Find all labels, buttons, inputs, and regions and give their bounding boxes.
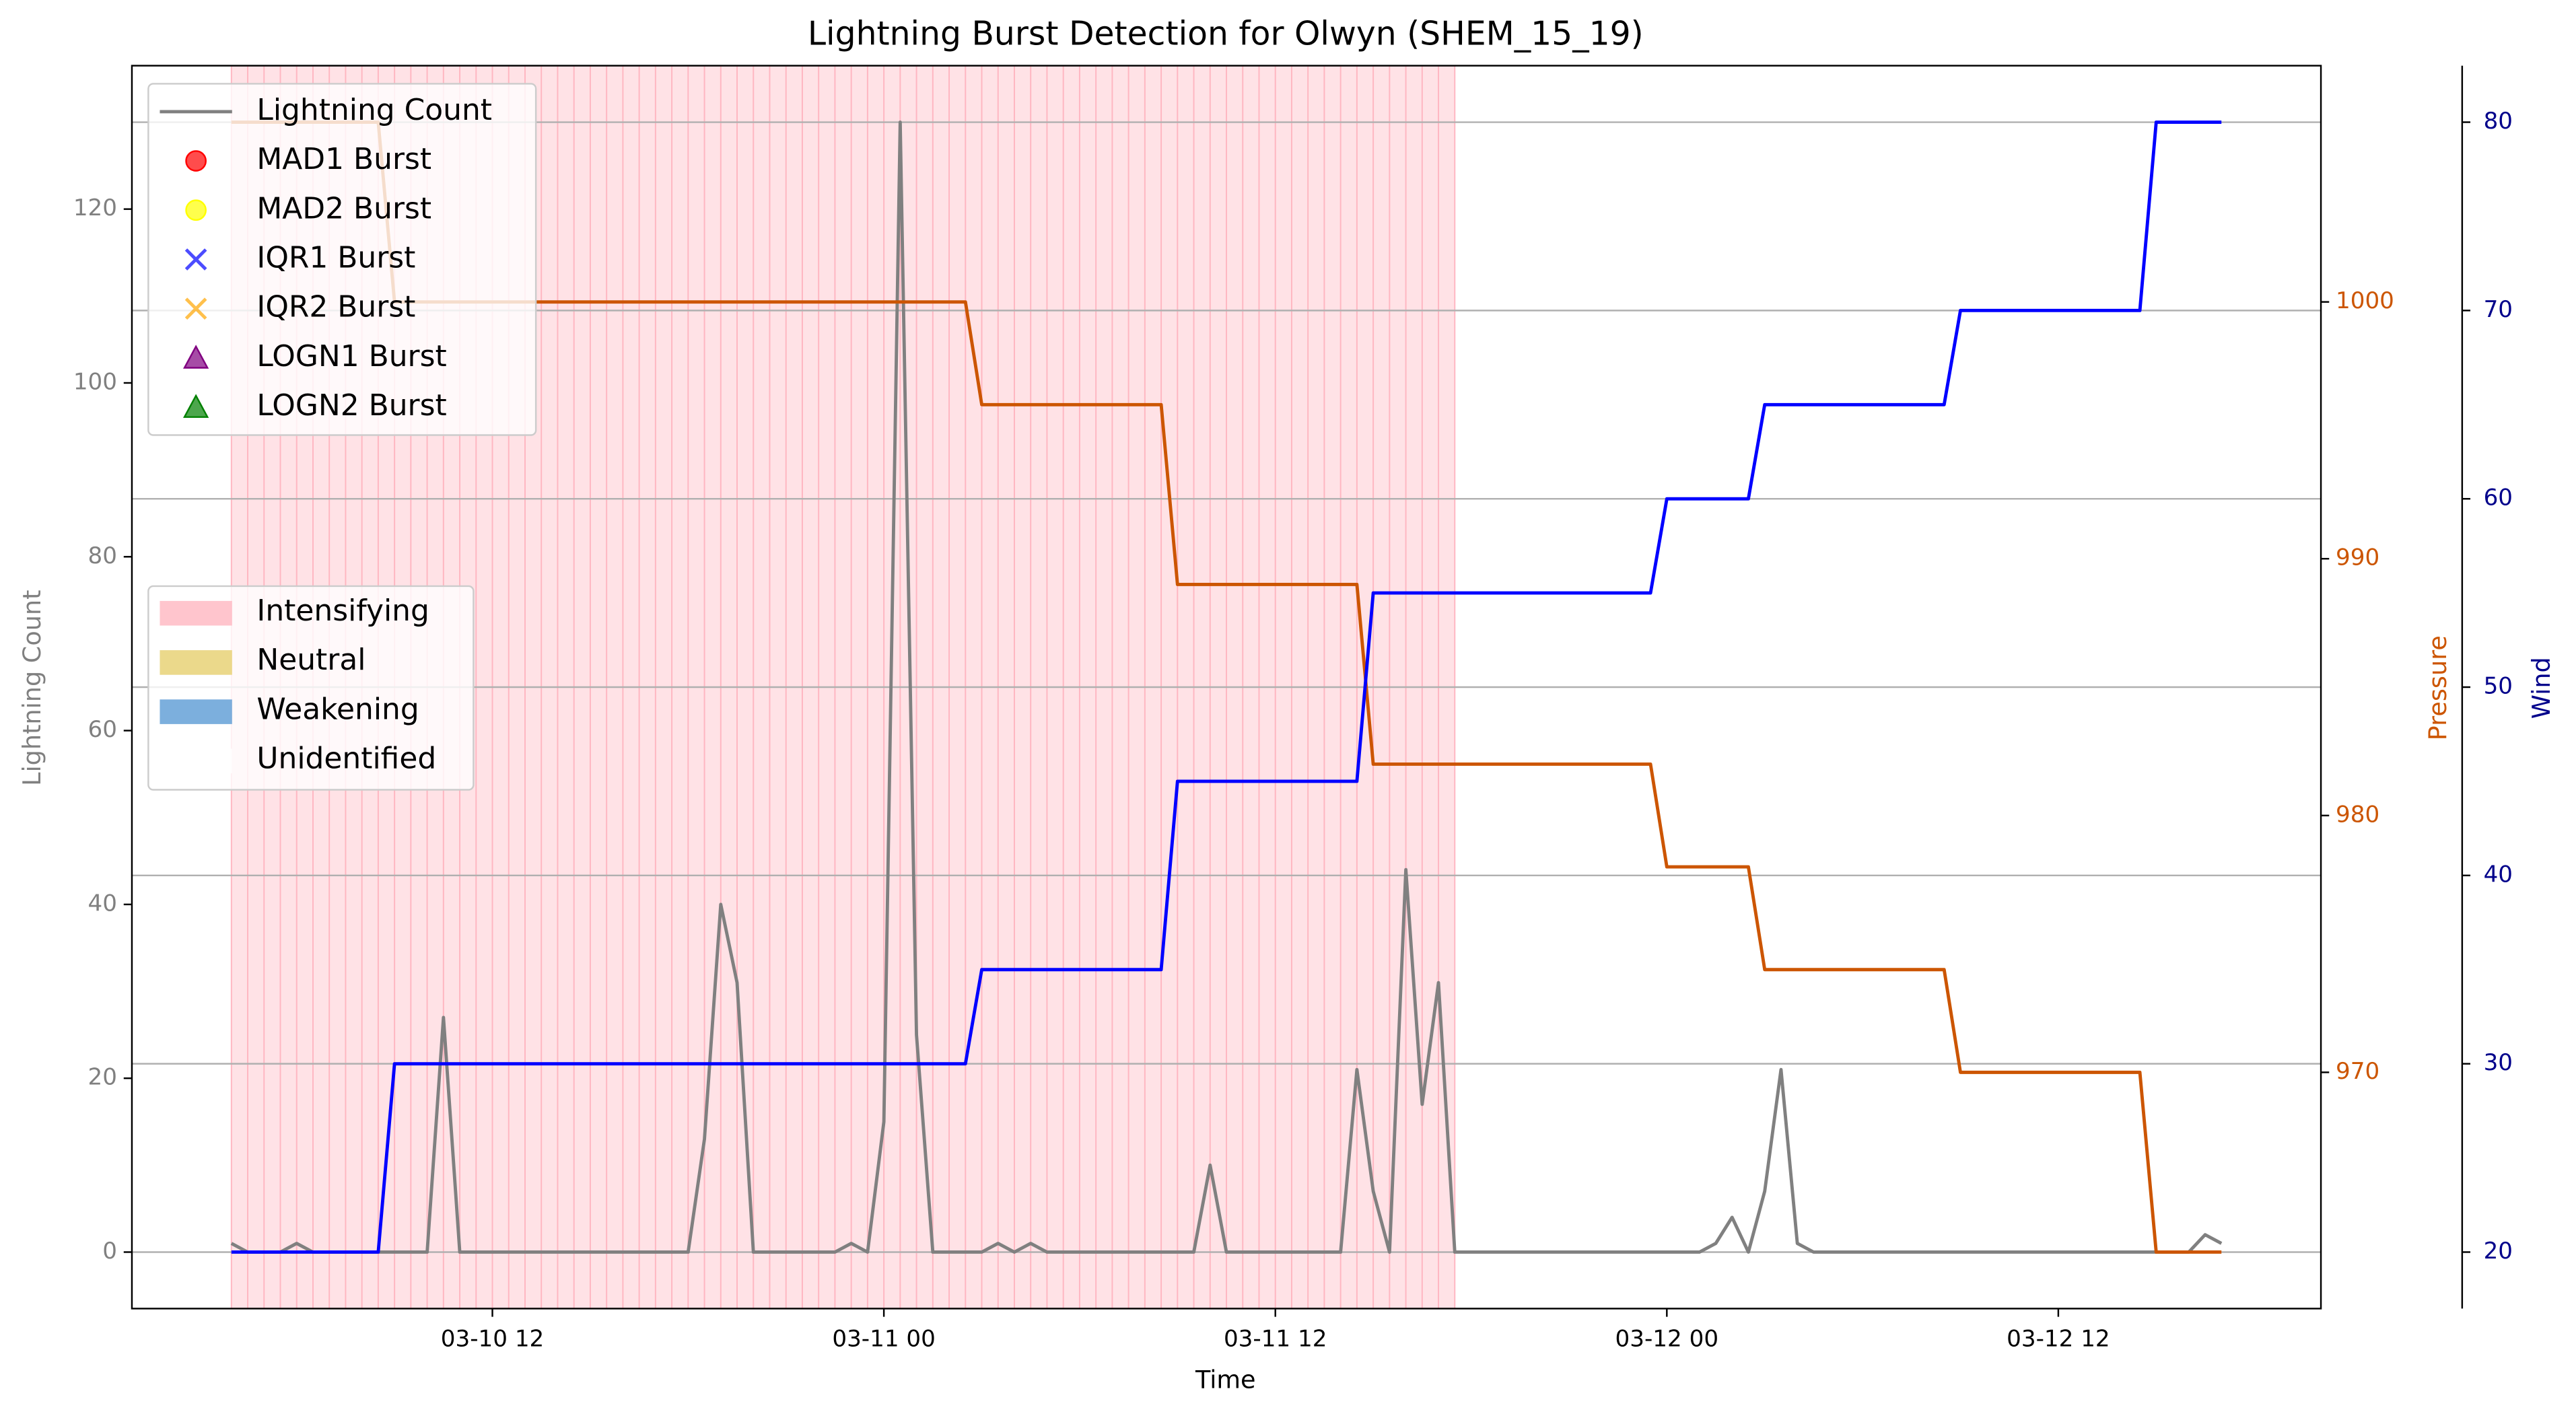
legend-marker (182, 394, 209, 418)
legend-label: IQR2 Burst (256, 290, 415, 324)
y-tick-label: 80 (88, 542, 117, 569)
y2-tick-label: 970 (2336, 1058, 2379, 1085)
legend-label: Unidentified (256, 742, 436, 776)
legend-label: MAD1 Burst (256, 142, 431, 176)
legend-patch (160, 650, 232, 675)
legend-label: Intensifying (256, 594, 429, 628)
legend-marker (184, 248, 207, 271)
legend-label: LOGN1 Burst (256, 339, 446, 374)
series-line (230, 120, 2223, 1254)
y-tick-label: 120 (73, 194, 117, 221)
y2-tick-label: 980 (2336, 801, 2379, 828)
legend-bursts: Lightning Count MAD1 Burst MAD2 Burst IQR1 … (147, 83, 537, 436)
legend-label: Neutral (256, 643, 365, 677)
series-line (231, 120, 2222, 1254)
y3-tick-label: 50 (2484, 673, 2513, 700)
x-tick-label: 03-12 00 (1615, 1325, 1719, 1352)
y-tick-label: 40 (88, 890, 117, 917)
x-tick-label: 03-10 12 (441, 1325, 545, 1352)
legend-patch (160, 699, 232, 724)
legend-marker (182, 345, 209, 369)
y3-tick-label: 30 (2484, 1049, 2513, 1076)
y3-axis-label: Wind (2527, 657, 2556, 719)
chart-title: Lightning Burst Detection for Olwyn (SHE… (808, 15, 1644, 53)
axes: 0 20 40 60 80 100 120 970 980 990 1000 20 30 40 50 60 70… (73, 108, 2513, 1352)
legend-label: MAD2 Burst (256, 191, 431, 225)
y3-tick-label: 40 (2484, 861, 2513, 888)
legend-label: LOGN2 Burst (256, 388, 446, 423)
y-tick-label: 60 (88, 716, 117, 743)
legend-marker (184, 297, 207, 320)
y3-tick-label: 80 (2484, 108, 2513, 135)
legend-label: Lightning Count (256, 93, 492, 127)
y-tick-label: 0 (102, 1238, 117, 1265)
x-axis-label: Time (1195, 1365, 1256, 1394)
x-tick-label: 03-12 12 (2007, 1325, 2110, 1352)
legend-marker (185, 150, 207, 172)
y-axis-label: Lightning Count (18, 590, 46, 786)
y-tick-label: 100 (73, 368, 117, 395)
legend-label: IQR1 Burst (256, 240, 415, 275)
legend-patch (160, 600, 232, 626)
y2-axis-label: Pressure (2423, 635, 2452, 740)
y-tick-label: 20 (88, 1064, 117, 1091)
x-tick-label: 03-11 12 (1224, 1325, 1327, 1352)
y3-tick-label: 20 (2484, 1238, 2513, 1265)
y2-tick-label: 1000 (2336, 287, 2394, 314)
legend-phases: Intensifying Neutral Weakening Unidentified (147, 585, 475, 791)
y3-tick-label: 70 (2484, 296, 2513, 323)
legend-label: Weakening (256, 692, 419, 726)
series-line (231, 120, 2222, 1254)
legend-box (147, 83, 537, 436)
legend-patch (160, 748, 232, 774)
lines (230, 120, 2223, 1254)
y3-tick-label: 60 (2484, 485, 2513, 511)
y2-tick-label: 990 (2336, 544, 2379, 571)
plot-frame (131, 65, 2322, 1310)
legend-box (147, 585, 475, 791)
legend-marker (185, 199, 207, 221)
x-tick-label: 03-11 00 (832, 1325, 936, 1352)
